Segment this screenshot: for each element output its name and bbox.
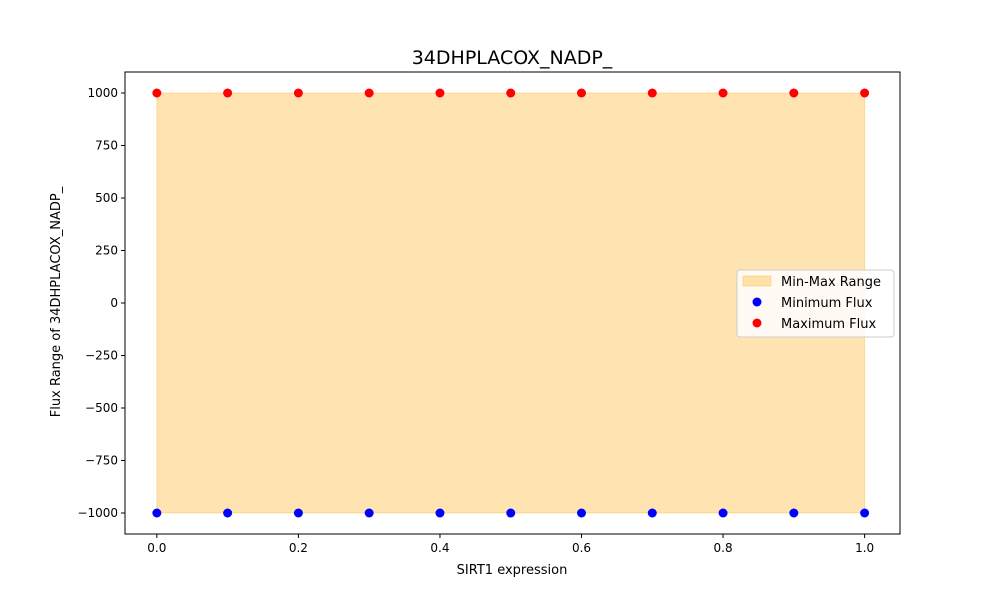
minimum-flux-point: [718, 508, 728, 518]
x-tick-label: 1.0: [855, 541, 874, 555]
minimum-flux-point: [647, 508, 657, 518]
y-axis: −1000 −750 −500 −250 0 250 500 750 1000: [77, 86, 125, 520]
maximum-flux-point: [789, 88, 799, 98]
y-tick-label: 500: [95, 191, 118, 205]
x-axis: 0.0 0.2 0.4 0.6 0.8 1.0: [147, 534, 874, 555]
minimum-flux-point: [293, 508, 303, 518]
maximum-flux-point: [577, 88, 587, 98]
legend-box: [736, 269, 895, 338]
maximum-flux-point: [718, 88, 728, 98]
y-axis-label: Flux Range of 34DHPLACOX_NADP_: [49, 186, 64, 417]
minimum-flux-point: [152, 508, 162, 518]
plot-area: [152, 88, 870, 518]
y-tick-label: 0: [110, 296, 118, 310]
x-tick-label: 0.6: [572, 541, 591, 555]
minimum-flux-point: [506, 508, 516, 518]
maximum-flux-point: [435, 88, 445, 98]
legend-marker: [752, 318, 762, 328]
y-tick-label: −1000: [77, 506, 118, 520]
minimum-flux-point: [860, 508, 870, 518]
x-tick-label: 0.8: [714, 541, 733, 555]
minimum-flux-point: [364, 508, 374, 518]
legend-label: Maximum Flux: [781, 317, 877, 332]
maximum-flux-point: [647, 88, 657, 98]
y-tick-label: −500: [85, 401, 118, 415]
chart-title: 34DHPLACOX_NADP_: [412, 47, 613, 69]
x-tick-label: 0.0: [147, 541, 166, 555]
maximum-flux-point: [506, 88, 516, 98]
legend-swatch-range: [742, 275, 772, 287]
y-tick-label: −750: [85, 454, 118, 468]
minimum-flux-point: [789, 508, 799, 518]
maximum-flux-point: [364, 88, 374, 98]
minimum-flux-point: [223, 508, 233, 518]
y-tick-label: 750: [95, 139, 118, 153]
x-tick-label: 0.4: [430, 541, 449, 555]
legend-label: Minimum Flux: [781, 296, 873, 311]
legend-marker: [752, 297, 762, 307]
maximum-flux-point: [152, 88, 162, 98]
maximum-flux-point: [293, 88, 303, 98]
minimum-flux-point: [577, 508, 587, 518]
maximum-flux-point: [223, 88, 233, 98]
y-tick-label: −250: [85, 349, 118, 363]
minimum-flux-point: [435, 508, 445, 518]
x-tick-label: 0.2: [289, 541, 308, 555]
legend-label: Min-Max Range: [781, 275, 881, 290]
maximum-flux-point: [860, 88, 870, 98]
x-axis-label: SIRT1 expression: [457, 563, 568, 578]
y-tick-label: 250: [95, 244, 118, 258]
legend: Min-Max Range Minimum Flux Maximum Flux: [736, 269, 895, 338]
y-tick-label: 1000: [87, 86, 118, 100]
